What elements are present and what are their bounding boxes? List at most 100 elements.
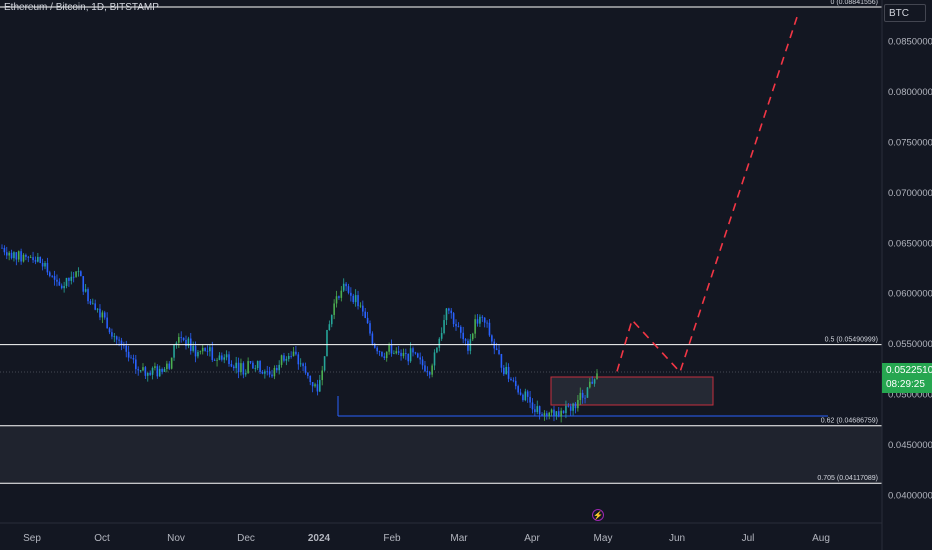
candle-body	[13, 252, 15, 259]
candle-body	[8, 252, 10, 256]
candle-body	[273, 367, 276, 377]
candle-body	[295, 351, 297, 355]
candle-body	[560, 410, 562, 417]
candle-body	[500, 353, 503, 368]
candle-body	[156, 366, 159, 377]
candle-body	[163, 368, 166, 372]
candle-body	[96, 308, 99, 310]
candle-body	[1, 247, 3, 249]
candle-body	[213, 359, 216, 361]
candle-body	[526, 391, 529, 397]
candle-body	[510, 378, 512, 381]
candle-body	[345, 283, 347, 287]
candle-body	[316, 384, 319, 392]
candle-body	[428, 372, 431, 375]
candle-body	[371, 333, 374, 344]
candle-body	[115, 336, 118, 340]
x-tick-label: Oct	[94, 533, 110, 544]
fib-level-label: 0.705 (0.04117089)	[817, 475, 878, 482]
candle-body	[27, 256, 30, 258]
candle-body	[369, 323, 371, 334]
candle-body	[388, 345, 390, 352]
candle-body	[531, 402, 534, 410]
candle-body	[22, 254, 25, 262]
candle-body	[577, 399, 579, 409]
candle-body	[58, 281, 61, 286]
candle-body	[135, 359, 137, 370]
candle-body	[581, 392, 584, 398]
candle-body	[275, 367, 278, 371]
candle-body	[237, 362, 240, 373]
candle-body	[173, 344, 175, 358]
candle-body	[3, 247, 6, 253]
x-tick-label: Nov	[167, 533, 185, 544]
candle-body	[562, 410, 565, 414]
candle-body	[567, 405, 570, 407]
candle-body	[48, 272, 51, 276]
candle-body	[381, 351, 383, 357]
candle-body	[536, 406, 539, 413]
candle-body	[557, 411, 560, 417]
x-tick-label: Jul	[742, 533, 755, 544]
candle-body	[146, 372, 149, 376]
candle-body	[495, 348, 498, 351]
x-tick-label: Apr	[524, 533, 540, 544]
candle-body	[483, 317, 486, 323]
candle-body	[402, 352, 405, 357]
candle-body	[292, 351, 295, 357]
candle-body	[247, 361, 249, 374]
candle-body	[548, 412, 551, 417]
candle-body	[99, 308, 101, 318]
candle-body	[192, 345, 194, 351]
x-tick-label: Aug	[812, 533, 830, 544]
candle-body	[524, 391, 527, 401]
candle-body	[565, 405, 567, 414]
candle-body	[92, 303, 94, 305]
candle-body	[319, 380, 321, 392]
candle-body	[60, 285, 63, 289]
candle-body	[584, 397, 586, 399]
candle-body	[550, 409, 553, 413]
candle-body	[335, 296, 338, 304]
candle-body	[94, 303, 96, 310]
candle-body	[113, 336, 116, 338]
projection-layer	[616, 13, 799, 374]
candle-body	[37, 256, 39, 262]
candle-body	[438, 338, 441, 348]
candle-body	[285, 358, 288, 361]
candle-body	[125, 345, 128, 352]
fib-level-label: 0.62 (0.04686759)	[821, 418, 878, 425]
candle-body	[424, 365, 426, 372]
candle-body	[87, 289, 89, 302]
candle-body	[309, 375, 312, 383]
candle-body	[340, 290, 343, 298]
flash-icon[interactable]: ⚡	[592, 509, 604, 521]
candle-body	[383, 356, 386, 359]
currency-button[interactable]: BTC	[884, 4, 926, 22]
candle-body	[457, 326, 460, 328]
fib-level-label: 0 (0.08841556)	[831, 0, 878, 6]
candle-body	[70, 276, 73, 281]
candle-body	[589, 381, 591, 388]
candle-body	[541, 414, 543, 416]
candle-body	[529, 396, 531, 403]
candle-body	[505, 366, 507, 375]
candle-body	[333, 303, 335, 315]
time-axis[interactable]: Sep Oct Nov Dec 2024 Feb Mar Apr May Jun Jul Aug	[0, 522, 882, 544]
candle-body	[287, 355, 290, 359]
candle-body	[553, 409, 555, 417]
candle-body	[72, 276, 75, 278]
candle-body	[228, 354, 230, 365]
last-price-value: 0.05225103	[886, 365, 932, 376]
candle-body	[197, 352, 199, 357]
candle-body	[364, 311, 367, 318]
candle-body	[440, 333, 443, 339]
candle-body	[503, 367, 505, 375]
candle-body	[538, 406, 541, 415]
candle-body	[259, 361, 261, 372]
candle-body	[185, 340, 187, 346]
